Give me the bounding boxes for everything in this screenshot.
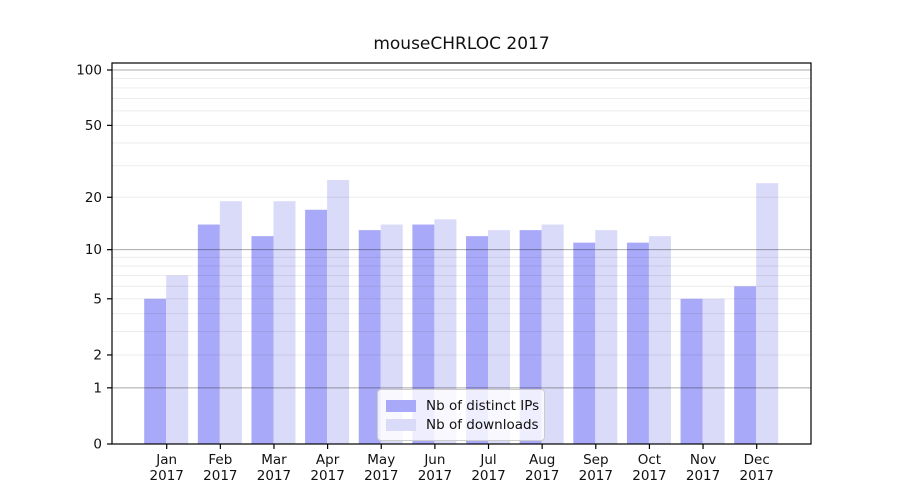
x-tick-label-month: Dec: [744, 452, 770, 468]
bar-distinct-ips-jan: [144, 298, 167, 444]
bar-distinct-ips-feb: [197, 224, 220, 444]
x-tick-label-month: Sep: [583, 452, 608, 468]
x-tick-label-year: 2017: [203, 468, 237, 484]
bar-downloads-oct: [648, 236, 671, 444]
x-tick-label-year: 2017: [364, 468, 398, 484]
x-tick-label-year: 2017: [418, 468, 452, 484]
y-tick-label: 5: [93, 291, 102, 307]
x-tick-label-year: 2017: [257, 468, 291, 484]
legend-row-downloads: Nb of downloads: [386, 415, 539, 434]
legend-row-distinct-ips: Nb of distinct IPs: [386, 396, 540, 415]
x-tick-label-month: Aug: [529, 452, 555, 468]
x-tick-label-month: Jun: [423, 452, 445, 468]
bar-downloads-dec: [756, 183, 779, 444]
bar-downloads-aug: [541, 224, 564, 444]
bar-downloads-apr: [327, 179, 350, 445]
x-tick-label-month: Feb: [208, 452, 232, 468]
x-tick-label-year: 2017: [525, 468, 559, 484]
y-tick-label: 0: [93, 437, 102, 453]
legend-swatch-downloads: [386, 418, 416, 431]
chart-title: mouseCHRLOC 2017: [373, 34, 550, 54]
bar-distinct-ips-apr: [305, 209, 328, 444]
legend: Nb of distinct IPs Nb of downloads: [377, 389, 545, 441]
x-tick-label-month: May: [367, 452, 395, 468]
x-tick-label-month: Oct: [638, 452, 661, 468]
bar-downloads-jun: [434, 219, 457, 444]
plot-border: [111, 62, 812, 445]
y-tick-label: 1: [93, 380, 102, 396]
x-tick-label-month: Mar: [261, 452, 287, 468]
bar-downloads-sep: [595, 230, 618, 444]
bar-downloads-jan: [166, 275, 189, 444]
legend-swatch-distinct-ips: [386, 399, 416, 412]
legend-label-distinct-ips: Nb of distinct IPs: [426, 397, 540, 414]
bar-distinct-ips-mar: [251, 236, 274, 444]
y-tick-label: 10: [85, 242, 102, 258]
y-tick-label: 2: [93, 347, 102, 363]
x-tick-label-year: 2017: [632, 468, 666, 484]
x-tick-label-year: 2017: [740, 468, 774, 484]
x-tick-label-year: 2017: [471, 468, 505, 484]
x-tick-label-month: Nov: [690, 452, 716, 468]
x-tick-label-month: Apr: [316, 452, 340, 468]
y-tick-label: 100: [76, 63, 102, 79]
x-tick-label-year: 2017: [686, 468, 720, 484]
bar-distinct-ips-sep: [573, 242, 596, 444]
bar-downloads-nov: [702, 298, 725, 444]
x-tick-label-year: 2017: [310, 468, 344, 484]
bar-distinct-ips-nov: [680, 298, 703, 444]
y-tick-label: 20: [85, 190, 102, 206]
legend-label-downloads: Nb of downloads: [426, 416, 539, 433]
x-tick-label-year: 2017: [579, 468, 613, 484]
bar-downloads-feb: [219, 201, 242, 444]
bar-distinct-ips-dec: [734, 286, 757, 444]
x-tick-label-year: 2017: [150, 468, 184, 484]
bar-downloads-mar: [273, 201, 296, 444]
bar-distinct-ips-oct: [626, 242, 649, 444]
y-tick-label: 50: [85, 118, 102, 134]
bar-distinct-ips-may: [358, 230, 381, 444]
x-tick-label-month: Jul: [479, 452, 496, 468]
x-tick-label-month: Jan: [155, 452, 177, 468]
